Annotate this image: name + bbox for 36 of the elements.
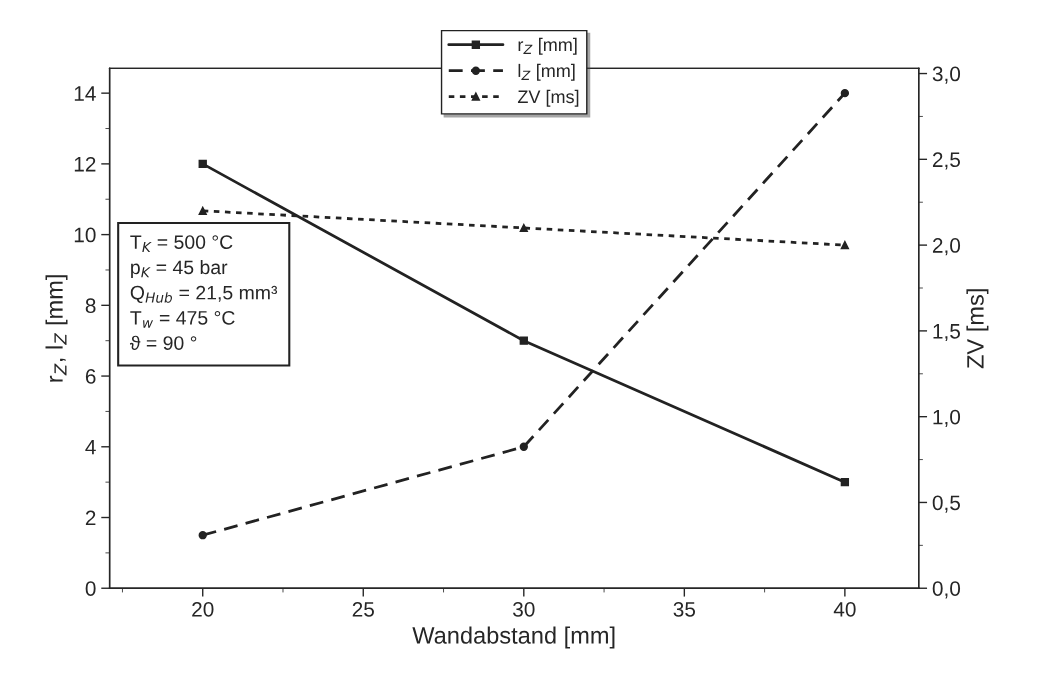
point — [519, 442, 528, 451]
point — [519, 336, 528, 345]
x-tick-label: 40 — [833, 601, 856, 617]
y2-tick-label: 0,5 — [932, 495, 960, 513]
point — [840, 477, 850, 487]
point — [198, 531, 207, 540]
x-tick-label: 30 — [513, 601, 535, 617]
y2-tick-label: 1,0 — [933, 409, 961, 427]
y-tick-label: 4 — [85, 440, 96, 455]
point — [840, 240, 850, 250]
y-tick-label: 8 — [85, 298, 96, 314]
y-tick-label: 6 — [85, 369, 96, 384]
y-tick-label: 12 — [74, 156, 96, 172]
y-tick-label: 10 — [74, 227, 96, 243]
y-tick-label: 2 — [85, 510, 96, 526]
legend-label: l$_{Z}$ [mm] — [518, 63, 575, 81]
y2-tick-label: 3,0 — [932, 66, 961, 84]
y-tick-label: 14 — [74, 86, 96, 101]
legend-label: r$_{Z}$ [mm] — [518, 37, 577, 55]
legend-label: ZV [ms] — [517, 89, 579, 107]
y2-tick-label: 1,5 — [933, 324, 960, 342]
y-axis-title: r$_{Z}$, l$_{Z}$ [mm] — [45, 275, 68, 382]
y2-tick-label: 2,5 — [932, 152, 960, 170]
x-axis-title: Wandabstand [mm] — [412, 626, 615, 649]
text: T$_{K}$ = 500 °C p$_{K}$ = 45 bar Q$_{Hub}$ = 21,5 mm³ T$_{w}$ = 475 °C ϑ = 90 ° — [129, 235, 278, 350]
x-tick-label: 20 — [192, 601, 214, 617]
y2-axis-title: ZV [ms] — [966, 289, 989, 369]
point — [519, 223, 528, 233]
x-tick-label: 25 — [352, 601, 374, 617]
y2-tick-label: 2,0 — [932, 238, 961, 256]
y2-tick-label: 0,0 — [932, 581, 961, 599]
point — [198, 206, 207, 215]
point — [198, 159, 207, 169]
y-tick-label: 0 — [85, 581, 96, 596]
point — [840, 88, 850, 98]
x-tick-label: 35 — [673, 601, 696, 617]
